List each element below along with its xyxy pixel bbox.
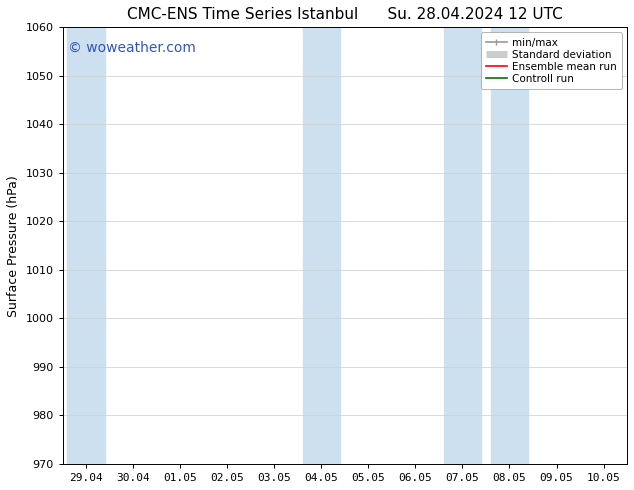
Title: CMC-ENS Time Series Istanbul      Su. 28.04.2024 12 UTC: CMC-ENS Time Series Istanbul Su. 28.04.2… — [127, 7, 563, 22]
Y-axis label: Surface Pressure (hPa): Surface Pressure (hPa) — [7, 175, 20, 317]
Bar — [67, 27, 105, 464]
Bar — [302, 27, 340, 464]
Legend: min/max, Standard deviation, Ensemble mean run, Controll run: min/max, Standard deviation, Ensemble me… — [481, 32, 622, 89]
Bar — [491, 27, 528, 464]
Bar — [444, 27, 481, 464]
Text: © woweather.com: © woweather.com — [68, 40, 196, 54]
